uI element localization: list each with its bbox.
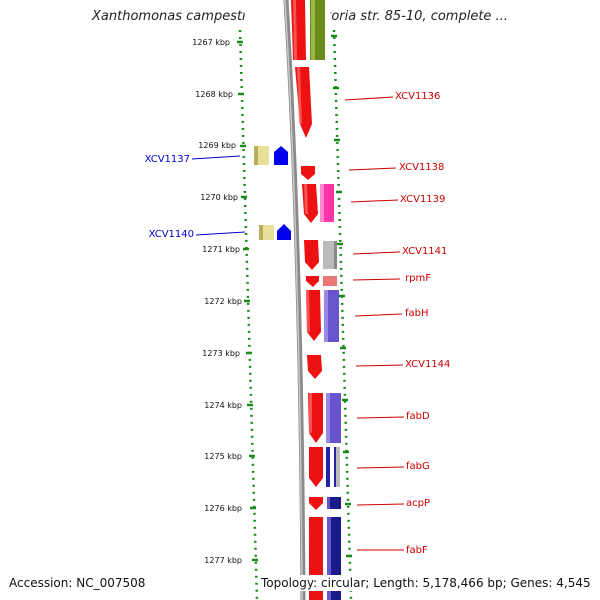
label-xcv1137[interactable]: XCV1137 — [145, 154, 190, 165]
tick-marks-right — [331, 34, 352, 558]
label-rpmf[interactable]: rpmF — [405, 273, 431, 284]
feature-acpp-navy[interactable] — [327, 497, 341, 509]
tick-label-1269: 1269 kbp — [198, 141, 236, 150]
feature-xcv1141-gray[interactable] — [323, 241, 337, 269]
leader-xcv1140 — [195, 231, 246, 236]
leader-xcv1141 — [352, 251, 401, 255]
label-xcv1144[interactable]: XCV1144 — [405, 359, 450, 370]
tick-label-1272: 1272 kbp — [204, 297, 242, 306]
label-xcv1138[interactable]: XCV1138 — [399, 162, 444, 173]
leader-xcv1136 — [344, 96, 394, 101]
leader-acpp — [356, 503, 405, 506]
genome-backbone — [283, 0, 306, 600]
tick-label-1270: 1270 kbp — [200, 193, 238, 202]
label-xcv1139[interactable]: XCV1139 — [400, 194, 445, 205]
feature-xcv1141[interactable] — [304, 240, 319, 270]
leader-fabg — [356, 466, 405, 469]
tick-label-1274: 1274 kbp — [204, 401, 242, 410]
tick-marks-left — [237, 40, 258, 562]
label-fabh[interactable]: fabH — [405, 308, 429, 319]
label-xcv1140[interactable]: XCV1140 — [149, 229, 194, 240]
tick-label-1267: 1267 kbp — [192, 38, 230, 47]
leader-xcv1144 — [355, 364, 404, 367]
topology-text: Topology: circular; Length: 5,178,466 bp… — [258, 575, 594, 591]
leader-xcv1139 — [350, 199, 399, 203]
feature-xcv1144[interactable] — [307, 355, 322, 379]
tick-label-1271: 1271 kbp — [202, 245, 240, 254]
tick-label-1276: 1276 kbp — [204, 504, 242, 513]
outer-track-features — [310, 0, 341, 600]
leader-xcv1137 — [191, 155, 241, 160]
label-xcv1136[interactable]: XCV1136 — [395, 91, 440, 102]
label-fabf[interactable]: fabF — [406, 545, 428, 556]
leader-fabd — [356, 416, 405, 419]
feature-fabg[interactable] — [309, 447, 323, 487]
tick-label-1268: 1268 kbp — [195, 90, 233, 99]
feature-acpp[interactable] — [309, 497, 323, 510]
feature-xcv1137-arrow[interactable] — [274, 146, 288, 165]
label-fabg[interactable]: fabG — [406, 461, 430, 472]
label-fabd[interactable]: fabD — [406, 411, 430, 422]
tick-label-1277: 1277 kbp — [204, 556, 242, 565]
feature-rpmf-pink[interactable] — [323, 276, 337, 286]
feature-rpmf[interactable] — [306, 276, 319, 287]
tick-label-1275: 1275 kbp — [204, 452, 242, 461]
accession-text: Accession: NC_007508 — [6, 575, 149, 591]
feature-xcv1138[interactable] — [301, 166, 315, 180]
tick-label-1273: 1273 kbp — [202, 349, 240, 358]
leader-xcv1138 — [348, 167, 397, 171]
leader-fabh — [354, 313, 403, 317]
label-acpp[interactable]: acpP — [406, 498, 430, 509]
label-xcv1141[interactable]: XCV1141 — [402, 246, 447, 257]
feature-xcv1140-arrow[interactable] — [277, 224, 291, 240]
leader-rpmf — [352, 278, 401, 281]
